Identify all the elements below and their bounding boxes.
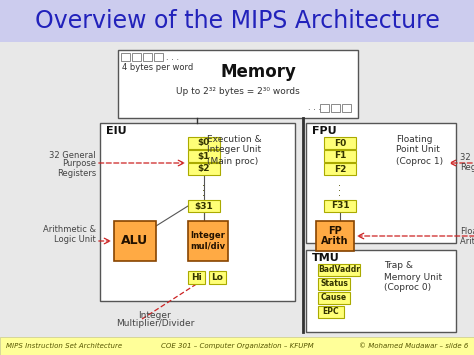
Bar xyxy=(331,104,340,112)
Bar xyxy=(324,150,356,162)
Text: Arithmetic Unit: Arithmetic Unit xyxy=(460,236,474,246)
Bar xyxy=(100,123,295,301)
Bar xyxy=(188,150,220,162)
Text: Point Unit: Point Unit xyxy=(396,146,440,154)
Text: F0: F0 xyxy=(334,138,346,147)
Text: (Main proc): (Main proc) xyxy=(207,157,258,165)
Text: Multiplier/Divider: Multiplier/Divider xyxy=(116,320,194,328)
Bar xyxy=(320,104,329,112)
Text: Purpose: Purpose xyxy=(62,159,96,169)
Text: $0: $0 xyxy=(198,138,210,147)
Text: © Mohamed Mudawar – slide 6: © Mohamed Mudawar – slide 6 xyxy=(359,343,468,349)
Text: EPC: EPC xyxy=(323,307,339,317)
Text: MIPS Instruction Set Architecture: MIPS Instruction Set Architecture xyxy=(6,343,122,349)
Text: TMU: TMU xyxy=(312,253,340,263)
Text: EIU: EIU xyxy=(106,126,127,136)
Text: mul/div: mul/div xyxy=(191,241,226,251)
Text: .: . xyxy=(202,188,206,198)
Text: ALU: ALU xyxy=(121,235,148,247)
Bar xyxy=(324,200,356,212)
Bar xyxy=(318,264,360,276)
Bar xyxy=(0,337,474,355)
Text: (Coproc 0): (Coproc 0) xyxy=(384,284,431,293)
Bar xyxy=(318,306,344,318)
Text: 4 bytes per word: 4 bytes per word xyxy=(122,64,193,72)
Text: Memory Unit: Memory Unit xyxy=(384,273,442,282)
Bar xyxy=(316,221,354,251)
Bar xyxy=(114,221,156,261)
Text: Integer: Integer xyxy=(138,311,172,320)
Text: FPU: FPU xyxy=(312,126,337,136)
Text: $31: $31 xyxy=(195,202,213,211)
Text: Integer: Integer xyxy=(191,231,226,240)
Bar xyxy=(209,271,226,284)
Text: Arith: Arith xyxy=(321,236,349,246)
Bar xyxy=(318,278,350,290)
Text: $1: $1 xyxy=(198,152,210,160)
Bar xyxy=(306,250,456,332)
Text: Status: Status xyxy=(320,279,348,289)
Bar xyxy=(188,163,220,175)
Text: .: . xyxy=(338,178,341,188)
Bar xyxy=(306,123,456,243)
Text: . . .: . . . xyxy=(166,53,179,61)
Text: 32 General: 32 General xyxy=(49,151,96,159)
Text: Up to 2³² bytes = 2³⁰ words: Up to 2³² bytes = 2³⁰ words xyxy=(176,87,300,97)
Bar xyxy=(0,0,474,42)
Text: Floating: Floating xyxy=(396,135,432,143)
Text: Cause: Cause xyxy=(321,294,347,302)
Bar xyxy=(342,104,351,112)
Text: Hi: Hi xyxy=(191,273,202,282)
Bar xyxy=(318,292,350,304)
Bar xyxy=(188,271,205,284)
Text: $2: $2 xyxy=(198,164,210,174)
Text: Arithmetic &: Arithmetic & xyxy=(43,224,96,234)
Text: FP: FP xyxy=(328,226,342,236)
Bar xyxy=(188,137,220,149)
Text: Memory: Memory xyxy=(220,63,296,81)
Text: Lo: Lo xyxy=(211,273,223,282)
Text: BadVaddr: BadVaddr xyxy=(318,266,360,274)
Text: Execution &: Execution & xyxy=(207,135,262,143)
Text: Logic Unit: Logic Unit xyxy=(54,235,96,244)
Text: F2: F2 xyxy=(334,164,346,174)
Text: Registers: Registers xyxy=(460,163,474,171)
Bar xyxy=(0,42,474,337)
Text: . . .: . . . xyxy=(308,104,321,113)
Text: Overview of the MIPS Architecture: Overview of the MIPS Architecture xyxy=(35,9,439,33)
Text: F1: F1 xyxy=(334,152,346,160)
Bar xyxy=(132,53,141,61)
Text: (Coproc 1): (Coproc 1) xyxy=(396,157,443,165)
Text: .: . xyxy=(202,183,206,193)
Bar xyxy=(118,50,358,118)
Bar xyxy=(188,221,228,261)
Text: .: . xyxy=(202,178,206,188)
Bar xyxy=(121,53,130,61)
Bar xyxy=(324,163,356,175)
Text: F31: F31 xyxy=(331,202,349,211)
Text: .: . xyxy=(338,188,341,198)
Text: Floating-Point: Floating-Point xyxy=(460,226,474,235)
Bar xyxy=(143,53,152,61)
Bar xyxy=(154,53,163,61)
Bar xyxy=(324,137,356,149)
Text: Trap &: Trap & xyxy=(384,262,413,271)
Bar xyxy=(188,200,220,212)
Text: 32 Floating-Point: 32 Floating-Point xyxy=(460,153,474,163)
Text: .: . xyxy=(338,183,341,193)
Text: COE 301 – Computer Organization – KFUPM: COE 301 – Computer Organization – KFUPM xyxy=(161,343,313,349)
Text: Integer Unit: Integer Unit xyxy=(207,146,261,154)
Text: Registers: Registers xyxy=(57,169,96,178)
